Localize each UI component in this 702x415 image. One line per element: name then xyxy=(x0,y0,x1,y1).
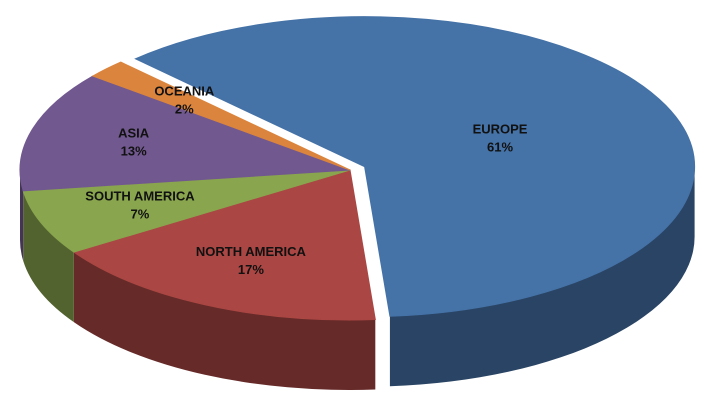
category-label: NORTH AMERICA xyxy=(196,244,307,259)
category-label: SOUTH AMERICA xyxy=(85,188,195,203)
slice-side xyxy=(389,166,695,387)
value-label: 13% xyxy=(121,143,147,158)
slice xyxy=(19,75,351,192)
labels: EUROPE 61% NORTH AMERICA 17% SOUTH AMERICA 7%… xyxy=(85,84,528,277)
value-label: 7% xyxy=(131,206,150,221)
slice xyxy=(22,169,351,253)
category-label: ASIA xyxy=(118,125,150,140)
value-label: 17% xyxy=(238,262,264,277)
tops xyxy=(19,16,696,321)
walls xyxy=(20,166,695,390)
slice xyxy=(91,61,351,171)
category-label: EUROPE xyxy=(473,121,528,136)
value-label: 61% xyxy=(487,139,513,154)
slice xyxy=(134,16,696,317)
value-label: 2% xyxy=(175,102,194,117)
category-label: OCEANIA xyxy=(154,84,215,99)
slice xyxy=(72,169,376,321)
slice-side xyxy=(73,252,376,390)
slice-side xyxy=(20,170,24,261)
slice-side xyxy=(23,190,74,323)
